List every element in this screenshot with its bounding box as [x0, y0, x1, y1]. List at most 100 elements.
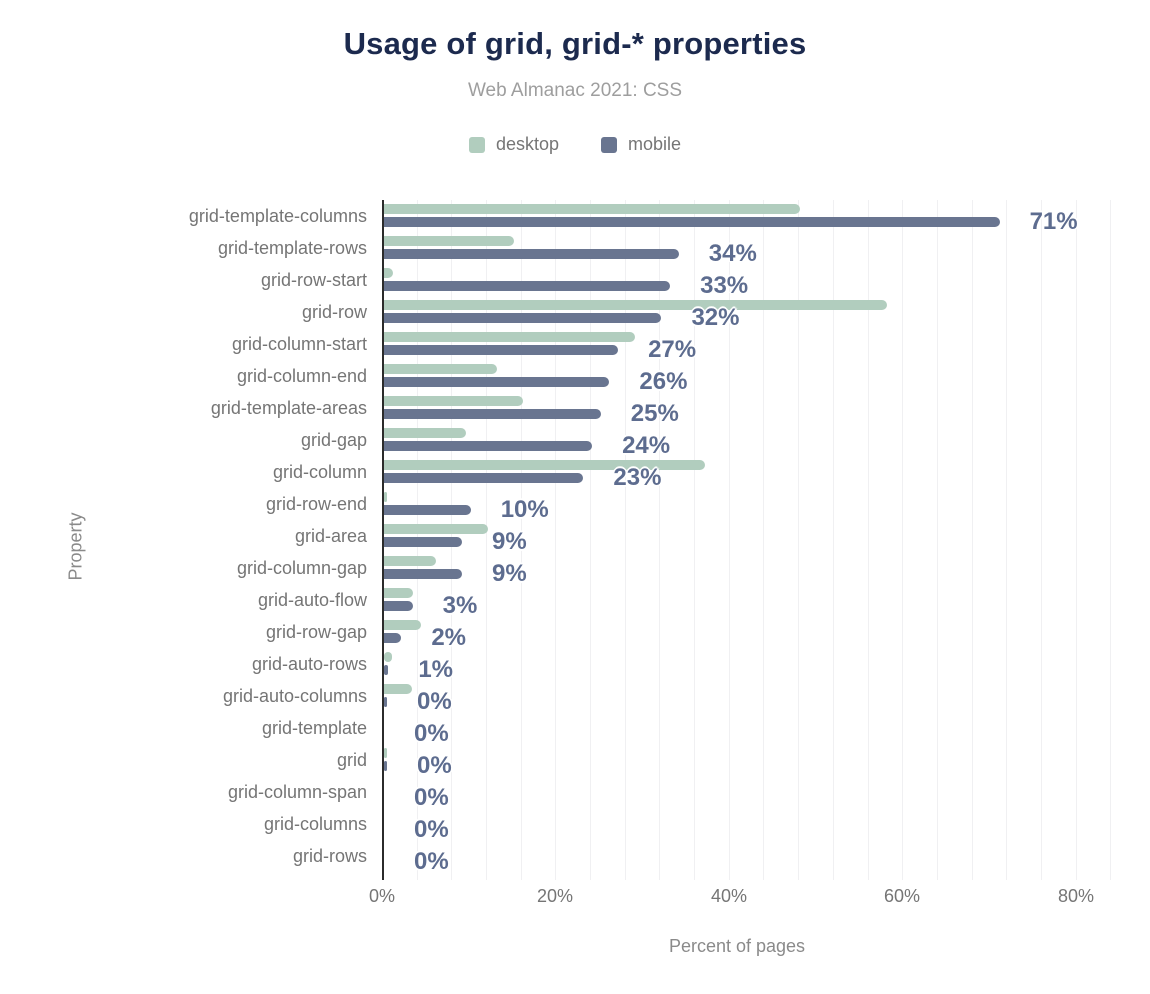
category-label: grid-column-gap: [236, 558, 367, 578]
category-label: grid-rows: [292, 846, 367, 866]
category-label: grid-columns: [263, 814, 367, 834]
plot-area: 71% 34% 33% 32% 27% 26% 25% 24% 23% 10% 9% 9% 3% 2% 1%…: [382, 200, 1119, 880]
desktop-bar: [384, 396, 523, 406]
gridline: [937, 200, 938, 880]
desktop-bar: [384, 620, 422, 630]
mobile-bar: [384, 281, 671, 291]
x-axis-title: Percent of pages: [668, 936, 806, 956]
mobile-bar: [384, 441, 593, 451]
mobile-bar: [384, 633, 402, 643]
value-label: 25%: [630, 400, 679, 427]
category-label: grid-column-end: [236, 366, 367, 386]
mobile-bar: [384, 313, 662, 323]
value-label: 0%: [414, 720, 449, 747]
y-axis-line: [382, 200, 384, 880]
desktop-bar: [384, 428, 467, 438]
x-tick-label: 40%: [710, 886, 748, 906]
bar-row: 10%: [382, 488, 1119, 523]
bar-row: 0%: [382, 680, 1119, 715]
bar-row: 3%: [382, 584, 1119, 619]
legend-item-desktop: desktop: [468, 134, 559, 155]
gridline: [694, 200, 695, 880]
gridline: [555, 200, 556, 880]
mobile-bar: [384, 409, 601, 419]
value-label: 0%: [414, 816, 449, 843]
gridline: [1006, 200, 1007, 880]
desktop-bar: [384, 236, 515, 246]
value-label: 0%: [414, 848, 449, 875]
bar-row: 71%: [382, 200, 1119, 235]
mobile-bar: [384, 761, 387, 771]
bar-row: 25%: [382, 392, 1119, 427]
bar-row: 0%: [382, 744, 1119, 779]
bar-row: 32%: [382, 296, 1119, 331]
desktop-bar: [384, 204, 801, 214]
value-label: 0%: [417, 688, 452, 715]
gridline: [625, 200, 626, 880]
gridline: [868, 200, 869, 880]
x-tick-label: 20%: [536, 886, 574, 906]
mobile-bar: [384, 249, 679, 259]
bar-row: 0%: [382, 840, 1119, 875]
desktop-bar: [384, 492, 388, 502]
gridline: [763, 200, 764, 880]
category-label: grid-template-columns: [188, 206, 367, 226]
value-label: 71%: [1029, 208, 1078, 235]
value-label: 26%: [639, 368, 688, 395]
x-tick-label: 80%: [1057, 886, 1095, 906]
category-label: grid-column-span: [227, 782, 367, 802]
mobile-bar: [384, 569, 463, 579]
gridline: [1076, 200, 1077, 880]
bar-row: 0%: [382, 808, 1119, 843]
value-label: 0%: [417, 752, 452, 779]
bar-row: 23%: [382, 456, 1119, 491]
y-axis-title: Property: [65, 512, 86, 581]
gridline: [1041, 200, 1042, 880]
value-label: 3%: [442, 592, 478, 619]
value-label: 24%: [622, 432, 671, 459]
x-tick-label: 60%: [883, 886, 921, 906]
gridline: [1110, 200, 1111, 880]
value-label: 27%: [648, 336, 697, 363]
bar-row: 2%: [382, 616, 1119, 651]
value-label: 0%: [414, 784, 449, 811]
mobile-bar: [384, 345, 619, 355]
value-label: 1%: [418, 656, 454, 683]
legend-label: mobile: [628, 134, 682, 154]
chart-title: Usage of grid, grid-* properties: [343, 26, 807, 61]
value-label: 10%: [500, 496, 549, 523]
mobile-bar: [384, 537, 463, 547]
desktop-bar: [384, 588, 414, 598]
legend: desktop mobile: [0, 134, 1150, 155]
category-label: grid: [336, 750, 367, 770]
desktop-bar: [384, 556, 437, 566]
bar-row: 0%: [382, 712, 1119, 747]
category-label: grid-area: [294, 526, 367, 546]
legend-label: desktop: [495, 134, 559, 154]
category-label: grid-row-start: [260, 270, 367, 290]
bar-row: 9%: [382, 520, 1119, 555]
category-label: grid-template-rows: [217, 238, 367, 258]
category-label: grid-column: [272, 462, 367, 482]
mobile-bar: [384, 377, 610, 387]
bar-row: 27%: [382, 328, 1119, 363]
mobile-bar: [384, 601, 413, 611]
mobile-bar: [384, 217, 1000, 227]
category-label: grid-auto-columns: [222, 686, 367, 706]
category-label: grid-auto-flow: [257, 590, 367, 610]
bar-row: 0%: [382, 776, 1119, 811]
value-label: 23%: [613, 464, 662, 491]
value-label: 34%: [708, 240, 757, 267]
gridline: [486, 200, 487, 880]
value-label: 9%: [492, 528, 527, 555]
value-label: 32%: [691, 304, 740, 331]
gridline: [590, 200, 591, 880]
mobile-bar: [384, 473, 584, 483]
value-label: 2%: [431, 624, 467, 651]
desktop-bar: [384, 652, 392, 662]
category-label: grid-row-end: [265, 494, 367, 514]
gridline: [521, 200, 522, 880]
gridline: [972, 200, 973, 880]
bar-row: 26%: [382, 360, 1119, 395]
category-label: grid-template: [261, 718, 367, 738]
